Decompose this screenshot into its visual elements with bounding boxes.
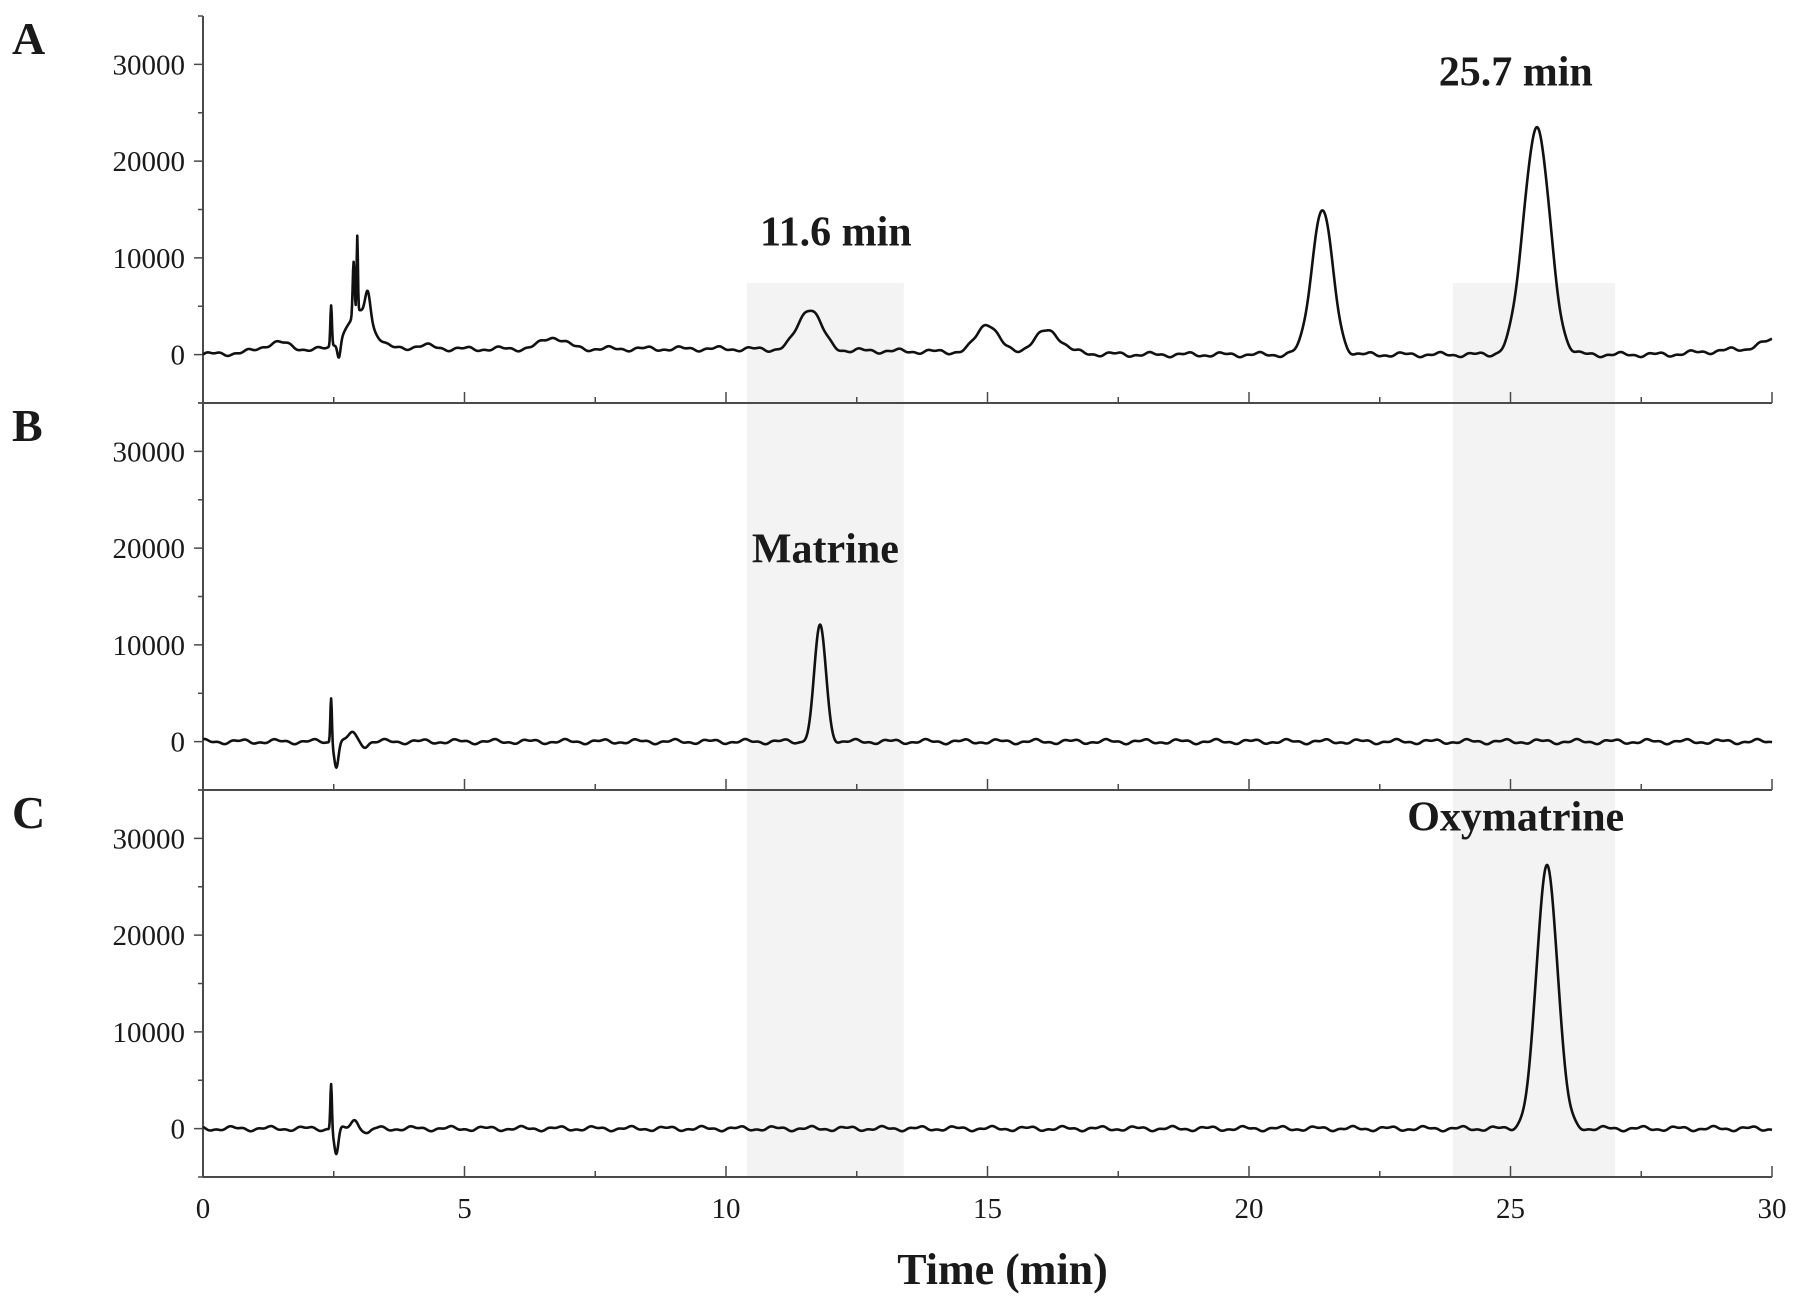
panel-label-a: A [12, 13, 45, 64]
x-tick-label: 25 [1496, 1193, 1525, 1225]
peak-annotation: Matrine [752, 527, 899, 573]
y-tick-label: 0 [171, 727, 186, 759]
peak-annotation: 11.6 min [760, 209, 912, 255]
highlight-bands [746, 283, 1616, 1177]
axes: 0 10000 20000 30000 0 10000 20000 30000 0 10000 20… [113, 15, 1773, 1178]
panel-b-axes: 0 10000 20000 30000 [113, 402, 1773, 791]
x-tick-label: 0 [196, 1193, 211, 1225]
panel-label-c: C [12, 787, 45, 838]
x-tick-label: 5 [457, 1193, 472, 1225]
y-tick-label: 0 [171, 1114, 186, 1146]
trace-a [202, 125, 1773, 359]
panel-label-b: B [12, 400, 43, 451]
x-tick-label: 30 [1758, 1193, 1787, 1225]
highlight-band-2 [1452, 283, 1616, 1177]
peak-annotation: Oxymatrine [1407, 795, 1624, 841]
trace-c [202, 863, 1773, 1156]
panel-a-axes: 0 10000 20000 30000 [113, 15, 1773, 404]
y-tick-label: 10000 [113, 630, 186, 662]
x-tick-label: 15 [973, 1193, 1002, 1225]
y-tick-label: 30000 [113, 49, 186, 81]
x-tick-label: 20 [1235, 1193, 1264, 1225]
highlight-band-1 [746, 283, 904, 1177]
y-tick-label: 20000 [113, 533, 186, 565]
y-tick-label: 0 [171, 340, 186, 372]
panel-c-axes: 0 10000 20000 30000 [113, 789, 1773, 1178]
y-tick-label: 30000 [113, 436, 186, 468]
labels: A 11.6 min 25.7 min B Matrine C Oxymatrine 0 5 10… [12, 13, 1787, 1294]
x-axis-title: Time (min) [897, 1245, 1108, 1294]
peak-annotation: 25.7 min [1439, 50, 1593, 96]
y-tick-label: 10000 [113, 243, 186, 275]
x-tick-label: 10 [712, 1193, 741, 1225]
y-tick-label: 20000 [113, 146, 186, 178]
y-tick-label: 20000 [113, 920, 186, 952]
y-tick-label: 10000 [113, 1017, 186, 1049]
trace-b [202, 623, 1773, 769]
y-tick-label: 30000 [113, 823, 186, 855]
traces [202, 125, 1773, 1156]
